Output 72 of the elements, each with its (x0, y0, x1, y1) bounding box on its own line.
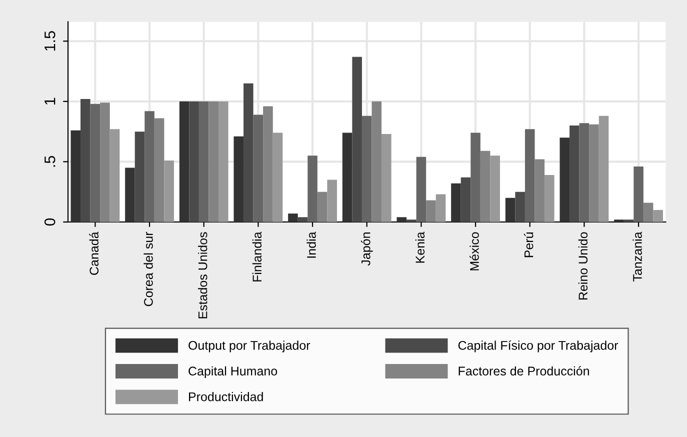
bar (134, 132, 145, 222)
bar (560, 138, 570, 222)
bar (125, 168, 135, 222)
bar (208, 101, 219, 222)
bar (70, 130, 81, 222)
y-tick-label: 0 (44, 218, 56, 226)
bar (100, 102, 110, 222)
x-tick-label: Reino Unido (578, 232, 588, 300)
legend-label: Capital Físico por Trabajador (458, 340, 618, 352)
bar (164, 160, 174, 222)
x-tick-label: Finlandia (252, 232, 262, 282)
bar (308, 156, 318, 222)
x-tick-label: India (306, 232, 316, 258)
x-tick-label: Japón (360, 232, 373, 266)
bar (234, 136, 244, 222)
bar (298, 217, 308, 222)
bar (317, 192, 328, 222)
bar (263, 106, 273, 222)
bar (589, 124, 599, 222)
bar (144, 111, 154, 222)
bar (382, 134, 392, 222)
bar (653, 210, 663, 222)
bar (352, 56, 362, 222)
bar (110, 129, 120, 222)
bar (189, 101, 199, 222)
bar (524, 129, 535, 222)
bar (643, 202, 654, 222)
bar (416, 156, 426, 222)
y-tick-label: 1.5 (44, 31, 56, 51)
legend-label: Productividad (189, 392, 263, 402)
bar (154, 118, 164, 222)
x-tick-label: México (470, 232, 479, 270)
bar (505, 198, 516, 222)
bar (451, 183, 461, 222)
bar (515, 192, 525, 222)
bar (490, 156, 500, 222)
bar (198, 101, 209, 222)
x-tick-label: Corea del sur (144, 232, 153, 306)
bar (253, 114, 264, 222)
bar (480, 150, 490, 222)
bar (460, 177, 471, 222)
bar (288, 214, 298, 222)
legend-label: Factores de Producción (458, 366, 589, 376)
legend-label: Capital Humano (188, 366, 278, 378)
bar (362, 116, 372, 222)
bar (470, 132, 480, 222)
bar (570, 126, 580, 222)
bar (327, 180, 337, 222)
bar (272, 132, 283, 222)
bar (544, 174, 554, 222)
bar (436, 194, 446, 222)
bar (244, 83, 254, 222)
bar (179, 101, 190, 222)
bar (90, 104, 100, 222)
bar (598, 116, 609, 222)
bar (342, 132, 352, 222)
x-tick-label: Estados Unidos (198, 232, 208, 318)
bar (426, 200, 436, 222)
bar (396, 217, 407, 222)
y-tick-label: .5 (44, 156, 56, 167)
legend-label: Output por Trabajador (188, 340, 310, 352)
bar (579, 123, 590, 222)
bar (218, 101, 228, 222)
bar (634, 166, 644, 222)
bar (534, 159, 545, 222)
y-tick-label: 1 (44, 98, 56, 105)
x-tick-label: Canadá (89, 232, 99, 275)
x-tick-label: Kenia (415, 232, 425, 263)
x-tick-label: Tanzania (632, 232, 642, 282)
x-tick-label: Perú (524, 232, 534, 258)
bar (80, 99, 90, 222)
bar (372, 101, 382, 222)
